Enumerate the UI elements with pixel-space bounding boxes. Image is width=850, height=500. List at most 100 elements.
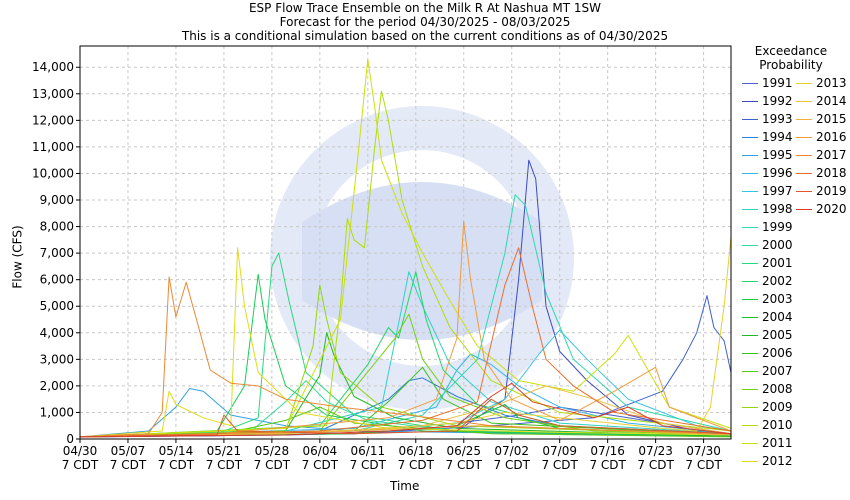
legend-swatch: [742, 172, 758, 174]
legend-title-2: Probability: [759, 58, 823, 72]
y-tick-label: 13,000: [32, 87, 74, 101]
legend-label: 1999: [762, 220, 793, 234]
legend-item-2016: 2016: [796, 130, 847, 144]
x-tick-label: 06/25: [446, 444, 481, 458]
x-axis-label: Time: [390, 479, 420, 493]
legend-swatch: [742, 244, 758, 246]
legend-label: 2010: [762, 418, 793, 432]
legend-label: 2014: [816, 94, 847, 108]
legend-swatch: [742, 100, 758, 102]
legend-item-2014: 2014: [796, 94, 847, 108]
y-tick-label: 3,000: [40, 352, 74, 366]
legend-swatch: [742, 118, 758, 120]
y-tick-label: 7,000: [40, 246, 74, 260]
x-tick-label: 05/21: [207, 444, 242, 458]
x-tick-label: 7 CDT: [398, 458, 435, 472]
legend-label: 1995: [762, 148, 793, 162]
legend-swatch: [742, 226, 758, 228]
legend-swatch: [742, 316, 758, 318]
chart-title: ESP Flow Trace Ensemble on the Milk R At…: [248, 1, 602, 15]
legend-label: 1998: [762, 202, 793, 216]
legend-swatch: [742, 298, 758, 300]
legend-item-2001: 2001: [742, 256, 793, 270]
y-axis: 0 1,000 2,000 3,000 4,000 5,000 6,000 7,000 8,00…: [32, 60, 80, 446]
legend-label: 2015: [816, 112, 847, 126]
legend-item-2003: 2003: [742, 292, 793, 306]
legend-item-2015: 2015: [796, 112, 847, 126]
legend-label: 2011: [762, 436, 793, 450]
legend-label: 1994: [762, 130, 793, 144]
legend-item-2017: 2017: [796, 148, 847, 162]
legend-label: 1993: [762, 112, 793, 126]
legend-item-1993: 1993: [742, 112, 793, 126]
legend-label: 2016: [816, 130, 847, 144]
y-tick-label: 11,000: [32, 140, 74, 154]
legend-item-2000: 2000: [742, 238, 793, 252]
legend-label: 1997: [762, 184, 793, 198]
legend-item-2012: 2012: [742, 454, 793, 468]
legend-swatch: [796, 136, 812, 138]
legend-swatch: [742, 442, 758, 444]
legend-label: 2013: [816, 76, 847, 90]
x-tick-label: 7 CDT: [350, 458, 387, 472]
y-tick-label: 9,000: [40, 193, 74, 207]
legend-item-1999: 1999: [742, 220, 793, 234]
x-tick-label: 7 CDT: [158, 458, 195, 472]
legend-label: 2002: [762, 274, 793, 288]
y-tick-label: 4,000: [40, 326, 74, 340]
legend-item-2006: 2006: [742, 346, 793, 360]
x-tick-label: 05/07: [111, 444, 146, 458]
y-tick-label: 2,000: [40, 379, 74, 393]
legend-item-2004: 2004: [742, 310, 793, 324]
series-line-2009: [79, 284, 732, 438]
legend-label: 2018: [816, 166, 847, 180]
x-tick-label: 7 CDT: [206, 458, 243, 472]
legend-swatch: [742, 208, 758, 210]
x-tick-label: 07/02: [494, 444, 529, 458]
legend-swatch: [796, 118, 812, 120]
legend-item-2002: 2002: [742, 274, 793, 288]
legend-item-1995: 1995: [742, 148, 793, 162]
y-tick-label: 14,000: [32, 60, 74, 74]
legend-swatch: [742, 334, 758, 336]
legend-swatch: [796, 100, 812, 102]
y-axis-label: Flow (CFS): [10, 225, 25, 289]
legend-item-2005: 2005: [742, 328, 793, 342]
legend-swatch: [796, 208, 812, 210]
y-tick-label: 12,000: [32, 113, 74, 127]
legend-label: 2012: [762, 454, 793, 468]
legend-item-2020: 2020: [796, 202, 847, 216]
legend-label: 2000: [762, 238, 793, 252]
x-tick-label: 06/11: [351, 444, 386, 458]
legend-item-2009: 2009: [742, 400, 793, 414]
y-tick-label: 1,000: [40, 405, 74, 419]
legend-swatch: [742, 352, 758, 354]
x-tick-label: 7 CDT: [637, 458, 674, 472]
legend-swatch: [796, 154, 812, 156]
series-line-2017: [79, 276, 732, 438]
legend: Exceedance Probability 1991 1992 1993 1994 1…: [732, 44, 850, 468]
series-line-2002: [79, 271, 732, 438]
series-line-2016: [79, 220, 732, 438]
x-tick-label: 07/09: [542, 444, 577, 458]
y-tick-label: 0: [66, 432, 74, 446]
legend-item-2008: 2008: [742, 382, 793, 396]
y-tick-label: 5,000: [40, 299, 74, 313]
x-tick-label: 7 CDT: [62, 458, 99, 472]
legend-label: 2017: [816, 148, 847, 162]
series-line-2010: [79, 90, 732, 438]
series-line-2018: [79, 247, 732, 438]
legend-swatch: [742, 136, 758, 138]
legend-item-1996: 1996: [742, 166, 793, 180]
legend-title-1: Exceedance: [754, 44, 828, 58]
x-tick-label: 07/23: [638, 444, 673, 458]
legend-item-2018: 2018: [796, 166, 847, 180]
legend-swatch: [742, 460, 758, 462]
x-tick-label: 7 CDT: [302, 458, 339, 472]
series-line-2001: [79, 252, 732, 438]
legend-swatch: [796, 172, 812, 174]
legend-item-2011: 2011: [742, 436, 793, 450]
chart-subtitle-2: This is a conditional simulation based o…: [181, 29, 669, 43]
